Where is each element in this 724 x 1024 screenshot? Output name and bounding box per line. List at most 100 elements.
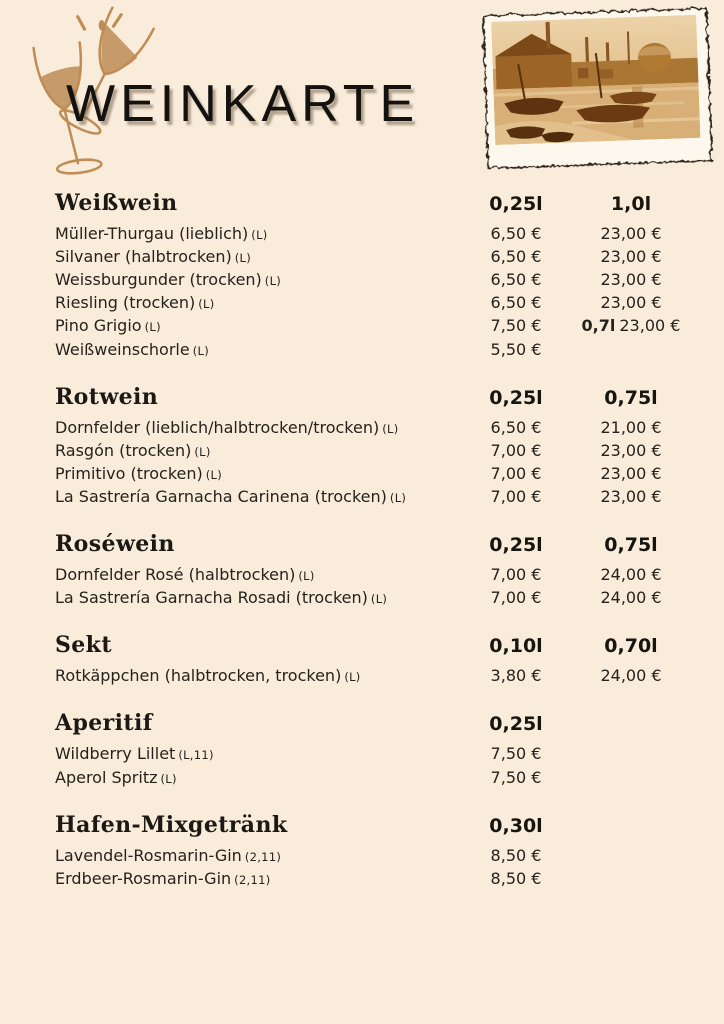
item-name: Primitivo (trocken) (L) xyxy=(55,463,464,484)
section-title: Roséwein xyxy=(55,531,175,558)
item-allergen-note: (L) xyxy=(160,771,177,786)
menu-item-row: Dornfelder Rosé (halbtrocken) (L) 7,00 € … xyxy=(55,564,694,585)
vintage-harbor-photo xyxy=(475,2,717,172)
item-name: Rotkäppchen (halbtrocken, trocken) (L) xyxy=(55,665,464,686)
section-title: Rotwein xyxy=(55,383,159,410)
clinking-wine-glasses-icon xyxy=(32,6,155,175)
item-price-small: 6,50 € xyxy=(490,270,542,290)
column-size-1: 0,25l xyxy=(489,713,543,736)
item-price-large: 23,00 € xyxy=(600,270,662,290)
section-hafen-mixgetraenk: Hafen-Mixgetränk 0,30l Lavendel-Rosmarin… xyxy=(55,812,694,889)
item-title: Wildberry Lillet xyxy=(55,744,176,764)
item-name: La Sastrería Garnacha Carinena (trocken)… xyxy=(55,486,464,507)
page-title: WEINKARTE xyxy=(66,75,420,133)
item-price-large: 21,00 € xyxy=(600,417,662,437)
menu-item-row: Dornfelder (lieblich/halbtrocken/trocken… xyxy=(55,417,694,438)
column-size-1: 0,25l xyxy=(489,386,543,409)
item-name: La Sastrería Garnacha Rosadi (trocken) (L… xyxy=(55,587,464,608)
column-size-2: 0,75l xyxy=(604,534,658,557)
item-title: La Sastrería Garnacha Carinena (trocken) xyxy=(55,486,387,506)
item-title: Weissburgunder (trocken) xyxy=(55,270,262,290)
item-title: Lavendel-Rosmarin-Gin xyxy=(55,845,242,865)
item-allergen-note: (L) xyxy=(370,592,388,607)
item-allergen-note: (L) xyxy=(251,228,268,242)
item-name: Rasgón (trocken) (L) xyxy=(55,440,464,461)
item-allergen-note: (L) xyxy=(192,343,209,358)
column-size-1: 0,25l xyxy=(489,534,543,557)
section-title: Weißwein xyxy=(55,190,178,216)
item-price-small: 8,50 € xyxy=(490,845,542,865)
item-price-small: 7,50 € xyxy=(490,316,542,336)
item-name: Weissburgunder (trocken) (L) xyxy=(55,269,464,290)
column-size-2: 0,70l xyxy=(604,635,658,658)
item-price-small: 7,00 € xyxy=(490,588,542,608)
item-name: Dornfelder (lieblich/halbtrocken/trocken… xyxy=(55,417,464,438)
bottle-size-prefix: 0,7l xyxy=(581,316,616,336)
section-title: Hafen-Mixgetränk xyxy=(55,811,288,838)
section-title: Sekt xyxy=(55,632,112,659)
menu-item-row: Wildberry Lillet (L,11) 7,50 € xyxy=(55,743,694,764)
item-allergen-note: (L,11) xyxy=(178,748,214,763)
menu-item-row: La Sastrería Garnacha Rosadi (trocken) (L… xyxy=(55,587,694,608)
item-price-small: 6,50 € xyxy=(490,224,542,243)
section-header: Roséwein 0,25l 0,75l xyxy=(55,531,694,557)
section-aperitif: Aperitif 0,25l Wildberry Lillet (L,11) 7,… xyxy=(55,710,694,787)
item-price-large: 23,00 € xyxy=(600,224,662,243)
item-title: Dornfelder (lieblich/halbtrocken/trocken… xyxy=(55,417,380,437)
menu-item-row: Rotkäppchen (halbtrocken, trocken) (L) 3,… xyxy=(55,665,694,686)
item-price-small: 6,50 € xyxy=(490,293,542,313)
item-price-large: 0,7l 23,00 € xyxy=(568,315,694,336)
menu-item-row: Erdbeer-Rosmarin-Gin (2,11) 8,50 € xyxy=(55,868,694,889)
item-price-small: 7,50 € xyxy=(490,767,542,787)
section-header: Sekt 0,10l 0,70l xyxy=(55,632,694,658)
item-price-small: 7,50 € xyxy=(490,744,542,764)
item-title: La Sastrería Garnacha Rosadi (trocken) xyxy=(55,588,368,608)
item-title: Rotkäppchen (halbtrocken, trocken) xyxy=(55,666,342,686)
item-allergen-note: (L) xyxy=(344,670,361,685)
item-price-large: 23,00 € xyxy=(600,486,662,506)
section-sekt: Sekt 0,10l 0,70l Rotkäppchen (halbtrocke… xyxy=(55,632,694,686)
item-title: Weißweinschorle xyxy=(55,339,190,359)
section-header: Hafen-Mixgetränk 0,30l xyxy=(55,812,694,838)
section-rotwein: Rotwein 0,25l 0,75l Dornfelder (lieblich… xyxy=(55,384,694,507)
item-allergen-note: (2,11) xyxy=(234,872,271,887)
item-title: Riesling (trocken) xyxy=(55,293,196,313)
item-price-small: 5,50 € xyxy=(490,339,542,359)
item-name: Weißweinschorle (L) xyxy=(55,339,464,360)
item-name: Müller-Thurgau (lieblich) (L) xyxy=(55,223,464,244)
menu-item-row: La Sastrería Garnacha Carinena (trocken)… xyxy=(55,486,694,507)
right-wine-glass xyxy=(58,6,155,135)
section-rosewein: Roséwein 0,25l 0,75l Dornfelder Rosé (ha… xyxy=(55,531,694,608)
column-size-1: 0,25l xyxy=(489,193,543,215)
item-price-small: 7,00 € xyxy=(490,486,542,506)
price-value: 23,00 € xyxy=(619,316,681,336)
item-price-large: 24,00 € xyxy=(600,588,662,608)
item-title: Erdbeer-Rosmarin-Gin xyxy=(55,868,232,888)
section-header: Aperitif 0,25l xyxy=(55,710,694,736)
menu-item-row: Silvaner (halbtrocken) (L) 6,50 € 23,00 € xyxy=(55,246,694,267)
item-allergen-note: (L) xyxy=(389,490,407,505)
column-size-1: 0,10l xyxy=(489,635,543,658)
item-allergen-note: (L) xyxy=(194,444,211,459)
item-name: Wildberry Lillet (L,11) xyxy=(55,743,464,764)
item-allergen-note: (2,11) xyxy=(244,849,282,864)
item-allergen-note: (L) xyxy=(198,297,215,312)
menu-item-row: Riesling (trocken) (L) 6,50 € 23,00 € xyxy=(55,292,694,313)
item-price-small: 7,00 € xyxy=(490,463,542,483)
item-price-small: 3,80 € xyxy=(490,666,542,686)
menu-item-row: Müller-Thurgau (lieblich) (L) 6,50 € 23,0… xyxy=(55,223,694,244)
section-header: Weißwein 0,25l 1,0l xyxy=(55,190,694,216)
item-title: Rasgón (trocken) xyxy=(55,440,192,460)
item-name: Dornfelder Rosé (halbtrocken) (L) xyxy=(55,564,464,585)
item-price-large: 23,00 € xyxy=(600,247,662,267)
item-name: Lavendel-Rosmarin-Gin (2,11) xyxy=(55,845,464,866)
item-price-large: 24,00 € xyxy=(600,565,662,585)
menu-item-row: Pino Grigio (L) 7,50 € 0,7l 23,00 € xyxy=(55,315,694,336)
item-allergen-note: (L) xyxy=(264,274,282,289)
item-title: Müller-Thurgau (lieblich) xyxy=(55,224,249,243)
item-allergen-note: (L) xyxy=(234,251,252,266)
menu-item-row: Weißweinschorle (L) 5,50 € xyxy=(55,339,694,360)
page-header: WEINKARTE xyxy=(0,0,724,186)
menu-item-row: Rasgón (trocken) (L) 7,00 € 23,00 € xyxy=(55,440,694,461)
